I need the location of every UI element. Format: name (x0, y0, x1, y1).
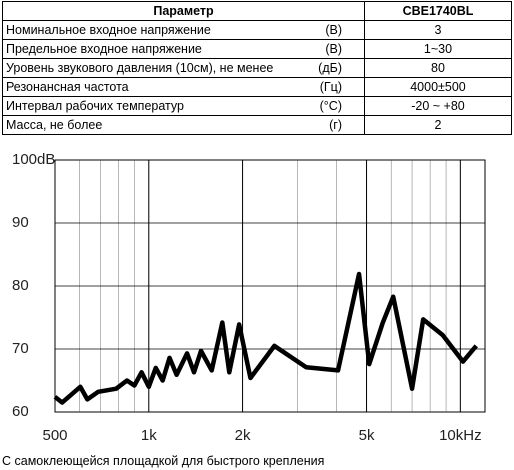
header-cell: CBE1740BL (364, 1, 512, 21)
y-tick-label: 100dB (12, 151, 55, 168)
x-tick-label: 1k (141, 427, 157, 444)
table-row: Масса, не более (г) 2 (2, 115, 512, 135)
table-row: Уровень звукового давления (10см), не ме… (2, 58, 512, 78)
header-row: Параметр CBE1740BL (2, 1, 512, 21)
table-row: Номинальное входное напряжение (В) 3 (2, 20, 512, 40)
y-tick-label: 90 (12, 214, 29, 231)
table-cell: 3 (364, 20, 512, 40)
table-cell: Номинальное входное напряжение (2, 20, 310, 40)
table-cell: Предельное входное напряжение (2, 39, 310, 59)
table-cell: 4000±500 (364, 77, 512, 97)
table-cell: (В) (309, 39, 366, 59)
series-line (53, 271, 478, 405)
table-body: Номинальное входное напряжение (В) 3 Предел… (2, 20, 512, 135)
x-tick-label: 10kHz (439, 427, 482, 444)
table-cell: (°C) (309, 96, 366, 116)
table-cell: Резонансная частота (2, 77, 310, 97)
y-tick-label: 80 (12, 277, 29, 294)
table-cell: Интервал рабочих температур (2, 96, 310, 116)
table-cell: (г) (309, 115, 366, 135)
table-cell: 1~30 (364, 39, 512, 59)
table-row: Резонансная частота (Гц) 4000±500 (2, 77, 512, 97)
table-cell: 2 (364, 115, 512, 135)
table-cell: (В) (309, 20, 366, 40)
table-cell: (Гц) (309, 77, 366, 97)
table-row: Предельное входное напряжение (В) 1~30 (2, 39, 512, 59)
table-cell: Масса, не более (2, 115, 310, 135)
caption: С самоклеющейся площадкой для быстрого к… (2, 454, 325, 468)
table-cell: (дБ) (309, 58, 366, 78)
x-tick-label: 2k (235, 427, 251, 444)
x-tick-label: 5k (359, 427, 375, 444)
table-cell: 80 (364, 58, 512, 78)
x-tick-label: 500 (42, 427, 67, 444)
table-cell: -20 ~ +80 (364, 96, 512, 116)
table-row: Интервал рабочих температур (°C) -20 ~ +80 (2, 96, 512, 116)
y-tick-label: 70 (12, 340, 29, 357)
table-cell: Уровень звукового давления (10см), не ме… (2, 58, 310, 78)
y-tick-label: 60 (12, 403, 29, 420)
header-cell: Параметр (2, 1, 365, 21)
chart: 100dB 90 80 70 60 500 1k 2k 5k 10kHz (12, 151, 486, 444)
spec-table: Параметр CBE1740BL Номинальное входное н… (2, 1, 512, 135)
